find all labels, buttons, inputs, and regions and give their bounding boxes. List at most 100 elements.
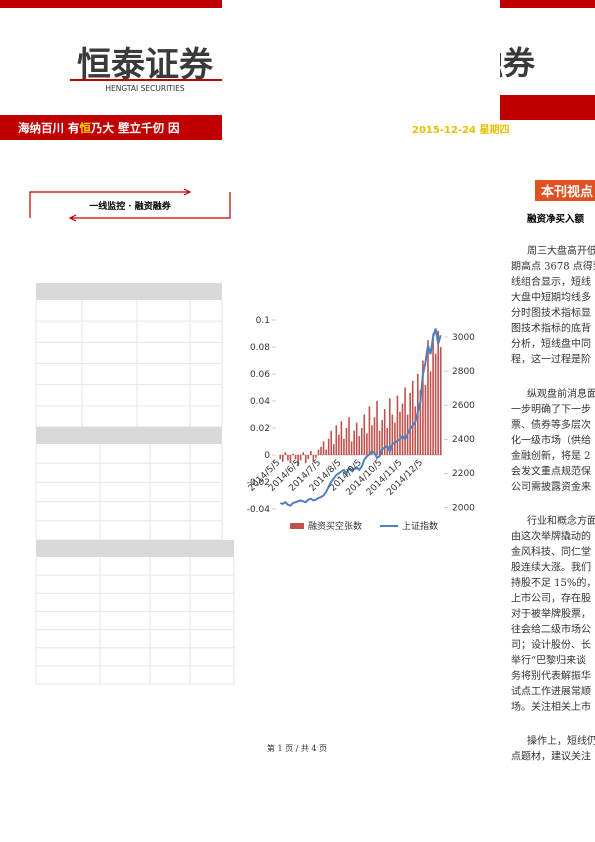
bar — [419, 390, 422, 455]
logo-en: HENGTAI SECURITIES — [105, 84, 184, 93]
bar — [363, 414, 366, 455]
bar — [371, 425, 373, 455]
bar — [350, 441, 353, 455]
section-label: 一线监控 · 融资融券 — [89, 200, 171, 212]
logo: 恒泰证券 — [77, 45, 214, 85]
bar — [391, 414, 394, 455]
top-bar — [0, 0, 222, 8]
body-line: 分时图技术指标显 — [511, 306, 591, 319]
bar — [282, 455, 284, 462]
slogan-part: 乃大 壁立千仞 因 — [90, 121, 180, 135]
bar — [299, 455, 302, 461]
table-header — [36, 427, 222, 444]
bar — [307, 455, 310, 460]
viewpoint-subtitle: 融资净买入额 — [527, 213, 585, 225]
bar — [320, 446, 322, 455]
bar — [315, 455, 317, 458]
y-tick-label: 0 — [264, 451, 270, 461]
body-line: 化一级市场（供给 — [511, 434, 591, 447]
body-line: 纵观盘前消息面 — [527, 387, 595, 400]
body-line: 操作上，短线仍 — [527, 734, 595, 747]
bar — [322, 441, 325, 455]
footer: 第 1 页 / 共 4 页 — [267, 743, 327, 753]
bar — [429, 371, 432, 455]
bar — [383, 409, 386, 455]
bar — [358, 436, 361, 455]
bar — [376, 401, 378, 455]
legend-label: 上证指数 — [402, 520, 438, 532]
bar — [411, 380, 414, 455]
bar — [335, 425, 338, 455]
slogan-part: 恒 — [80, 121, 92, 135]
y-tick-label: 0.08 — [250, 343, 270, 353]
bar — [360, 428, 363, 455]
y2-tick-label: 2800 — [452, 367, 475, 377]
bar — [297, 455, 299, 466]
bar — [345, 428, 348, 455]
viewpoint-band — [535, 180, 595, 201]
bar — [378, 430, 381, 455]
y-tick-label: 0.02 — [250, 424, 270, 434]
bar — [287, 455, 289, 461]
line — [279, 328, 442, 507]
bar — [353, 430, 355, 455]
bar — [317, 449, 320, 455]
body-line: 司；设计股份、长 — [511, 638, 591, 651]
bar — [355, 422, 358, 455]
y-tick-label: 0.04 — [250, 397, 270, 407]
bar — [422, 360, 424, 455]
bar — [279, 455, 282, 460]
body-line: 公司需披露资金来 — [511, 480, 591, 493]
body-line: 分析，短线盘中同 — [511, 337, 591, 350]
body-line: 由这次举牌撬动的 — [511, 530, 591, 543]
table-header — [36, 283, 222, 300]
legend-swatch — [290, 523, 304, 529]
bar — [284, 452, 287, 455]
bar — [409, 392, 411, 455]
bar — [340, 421, 343, 455]
red-block — [500, 95, 595, 120]
bar — [368, 406, 371, 455]
bar — [396, 395, 399, 455]
bar — [434, 353, 437, 455]
body-line: 周三大盘高开低 — [527, 244, 595, 257]
slogan-band — [0, 115, 222, 140]
body-line: 一步明确了下一步 — [511, 403, 591, 416]
y-tick-label: -0.02 — [247, 478, 270, 488]
bar — [427, 340, 429, 455]
date: 2015-12-24 星期四 — [412, 123, 509, 136]
bar — [439, 347, 442, 455]
body-line: 图技术指标的底背 — [511, 322, 591, 335]
bracket — [68, 192, 231, 222]
table-header — [36, 540, 234, 557]
chart: 0.1 0.08 0.06 0.04 0.02 0 -0.02 -0.04 3000 2800 26… — [247, 316, 475, 532]
legend-label: 融资买空张数 — [308, 520, 362, 532]
body-line: 期高点 3678 点得到 — [511, 260, 595, 273]
y2-tick-label: 3000 — [452, 333, 475, 343]
bar — [304, 455, 307, 464]
bar — [404, 387, 406, 455]
y2-tick-label: 2200 — [452, 469, 475, 479]
bar — [366, 433, 368, 455]
body-line: 举行“巴黎归来谈 — [511, 654, 586, 667]
y-tick-label: 0.1 — [256, 316, 270, 326]
body-line: 线组合显示，短线 — [511, 275, 591, 288]
title-fragment: 融券 — [471, 44, 536, 82]
bar — [310, 450, 312, 455]
bar — [343, 438, 345, 455]
body-line: 会发文重点规范保 — [511, 465, 591, 478]
body-line: 股连续大涨。我们 — [511, 561, 591, 574]
bar — [388, 398, 391, 455]
slogan-part: 海纳百川 有 — [18, 121, 80, 135]
bar — [338, 434, 340, 455]
bar — [394, 422, 396, 455]
y-tick-label: -0.04 — [247, 505, 271, 515]
slogan: 海纳百川 有恒乃大 壁立千仞 因 — [18, 121, 180, 135]
body-line: 试点工作进展常顺 — [511, 685, 591, 698]
bar — [289, 455, 292, 464]
body-line: 点题材，建议关注 — [511, 750, 591, 763]
bar — [332, 444, 335, 455]
y2-tick-label: 2000 — [452, 503, 475, 513]
